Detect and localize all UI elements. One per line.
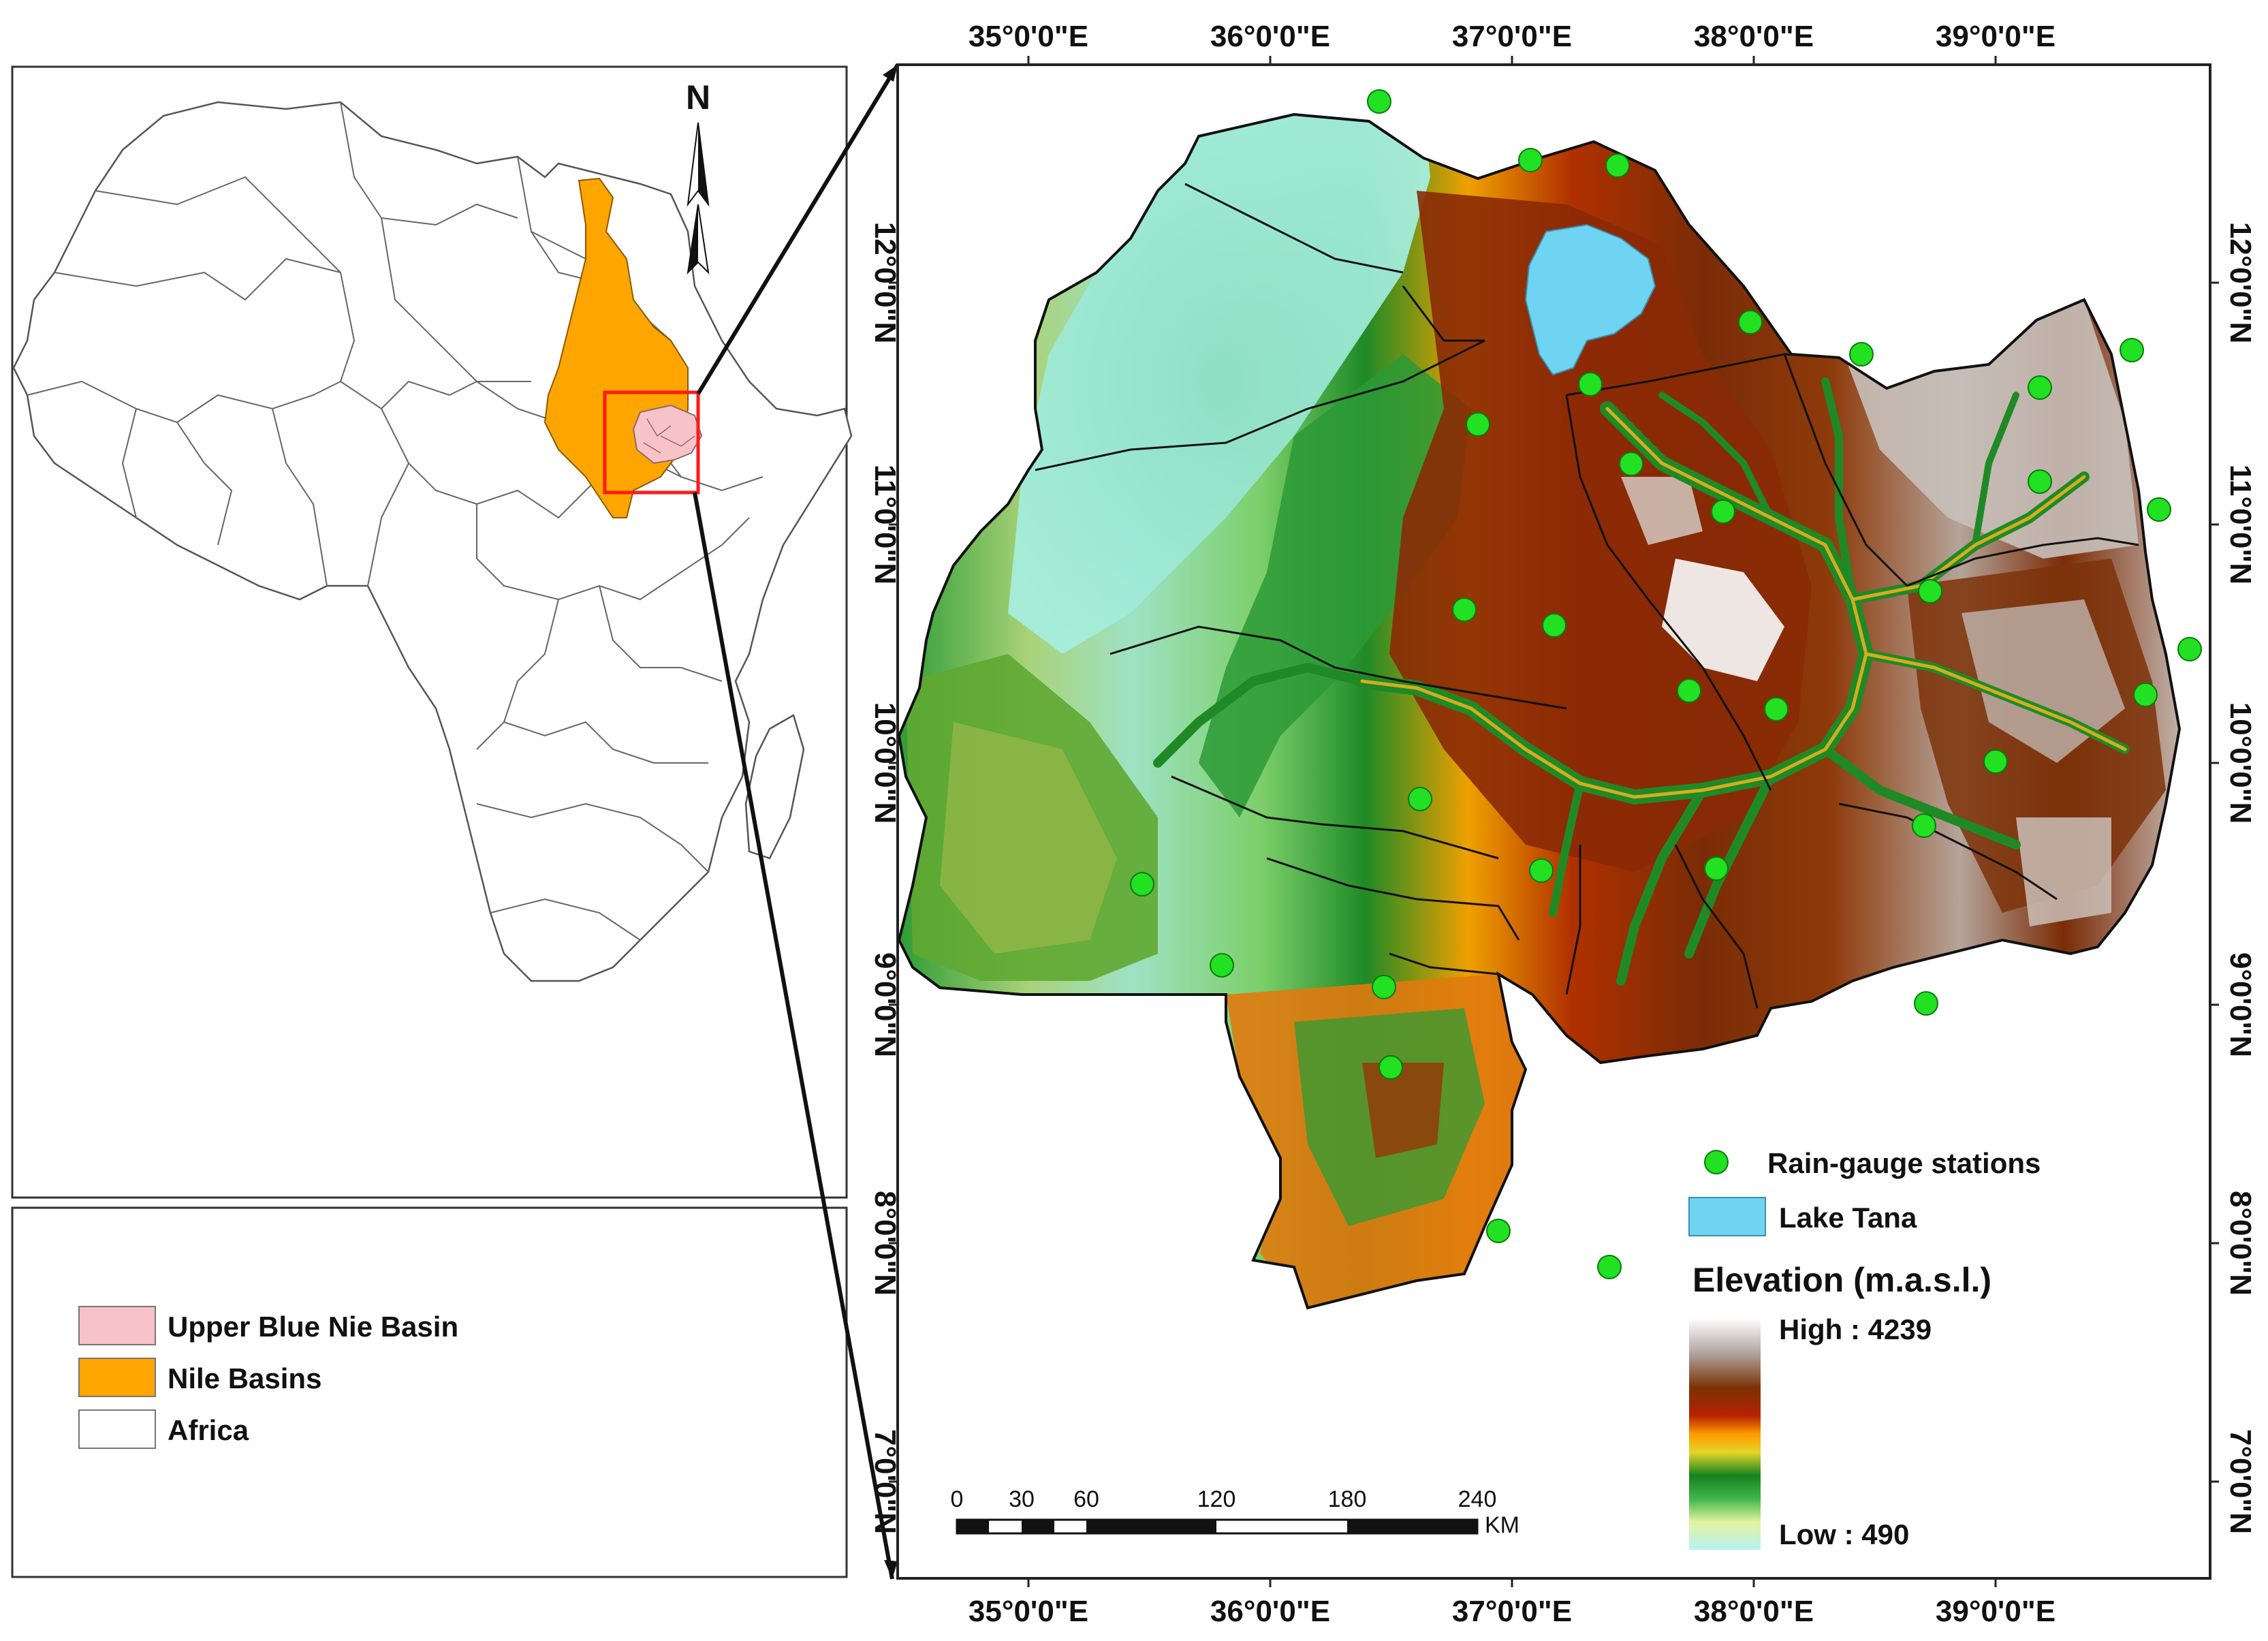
svg-text:KM: KM — [1485, 1512, 1519, 1538]
svg-text:8°0'0"N: 8°0'0"N — [868, 1191, 902, 1296]
study-area-box — [603, 390, 700, 495]
inset-legend-item-africa: Africa — [78, 1409, 249, 1449]
station-marker — [1466, 412, 1490, 437]
svg-text:36°0'0"E: 36°0'0"E — [1210, 1595, 1330, 1628]
svg-text:60: 60 — [1073, 1486, 1099, 1512]
upper-blue-nile-basin-area — [632, 404, 703, 465]
station-marker — [1619, 452, 1643, 476]
station-marker — [1738, 310, 1763, 334]
svg-text:36°0'0"E: 36°0'0"E — [1210, 20, 1330, 53]
svg-text:39°0'0"E: 39°0'0"E — [1936, 1595, 2056, 1628]
madagascar-outline — [744, 714, 805, 860]
station-marker — [1542, 613, 1566, 638]
svg-text:10°0'0"N: 10°0'0"N — [868, 702, 902, 824]
station-marker — [1372, 975, 1396, 999]
basin-outline — [897, 112, 2182, 1310]
north-arrow-label: N — [686, 78, 710, 116]
longitude-labels-bottom: 35°0'0"E 36°0'0"E 37°0'0"E 38°0'0"E 39°0… — [968, 1595, 2056, 1628]
map-legend: Rain-gauge stations Lake Tana Elevation … — [1688, 1147, 2041, 1550]
lake-legend-swatch — [1688, 1197, 1766, 1236]
svg-text:38°0'0"E: 38°0'0"E — [1694, 1595, 1814, 1628]
station-marker — [1605, 153, 1630, 178]
station-marker — [1367, 89, 1391, 114]
station-marker — [1914, 991, 1938, 1016]
svg-text:Africa: Africa — [168, 1414, 249, 1446]
station-marker — [1408, 787, 1432, 811]
svg-text:7°0'0"N: 7°0'0"N — [868, 1429, 902, 1534]
svg-text:37°0'0"E: 37°0'0"E — [1452, 1595, 1572, 1628]
station-marker — [1529, 858, 1554, 883]
lake-tana — [1524, 223, 1656, 376]
scale-bar: 0 30 60 120 180 240 KM — [951, 1486, 1519, 1538]
inset-legend-item-upper-blue-nile: Upper Blue Nie Basin — [78, 1306, 458, 1345]
svg-text:12°0'0"N: 12°0'0"N — [2224, 222, 2257, 344]
station-marker — [1452, 597, 1477, 622]
svg-text:9°0'0"N: 9°0'0"N — [2224, 952, 2257, 1057]
svg-text:Upper Blue Nie Basin: Upper Blue Nie Basin — [168, 1311, 458, 1343]
station-marker — [1849, 342, 1874, 366]
svg-text:Low : 490: Low : 490 — [1779, 1518, 1909, 1550]
station-marker — [1597, 1255, 1622, 1279]
zoom-connector-bottom — [693, 492, 894, 1580]
zoom-connector-top — [696, 63, 900, 395]
station-marker — [2133, 683, 2158, 707]
arrowhead-bottom — [884, 1560, 898, 1579]
svg-text:9°0'0"N: 9°0'0"N — [868, 952, 902, 1057]
inset-legend-item-nile-basins: Nile Basins — [78, 1358, 321, 1397]
svg-text:0: 0 — [951, 1486, 964, 1512]
station-marker — [2120, 338, 2144, 362]
station-marker — [1578, 372, 1603, 396]
svg-text:35°0'0"E: 35°0'0"E — [968, 1595, 1088, 1628]
station-marker — [1983, 749, 2008, 774]
station-legend-icon — [1704, 1150, 1729, 1174]
svg-text:11°0'0"N: 11°0'0"N — [868, 465, 902, 584]
svg-text:Nile Basins: Nile Basins — [168, 1362, 321, 1394]
station-marker — [1711, 499, 1735, 524]
latitude-labels-right: 12°0'0"N 11°0'0"N 10°0'0"N 9°0'0"N 8°0'0… — [2224, 222, 2257, 1534]
station-marker — [2147, 497, 2171, 522]
station-marker — [1677, 678, 1701, 703]
station-marker — [1210, 953, 1234, 978]
axis-ticks — [889, 56, 2219, 1587]
rain-gauge-stations — [1130, 89, 2202, 1279]
svg-text:35°0'0"E: 35°0'0"E — [968, 20, 1088, 53]
svg-text:High : 4239: High : 4239 — [1779, 1313, 1932, 1345]
svg-text:8°0'0"N: 8°0'0"N — [2224, 1191, 2257, 1296]
station-marker — [2177, 637, 2202, 661]
station-marker — [1912, 813, 1936, 838]
svg-text:11°0'0"N: 11°0'0"N — [2224, 465, 2257, 584]
station-marker — [1379, 1055, 1403, 1080]
svg-text:240: 240 — [1458, 1486, 1497, 1512]
station-marker — [1486, 1219, 1511, 1243]
svg-text:Lake Tana: Lake Tana — [1779, 1202, 1917, 1234]
elevation-legend-title: Elevation (m.a.s.l.) — [1692, 1261, 1991, 1299]
upper-blue-nile-subbasins — [643, 418, 695, 454]
svg-text:30: 30 — [1009, 1486, 1035, 1512]
latitude-labels-left: 12°0'0"N 11°0'0"N 10°0'0"N 9°0'0"N 8°0'0… — [868, 222, 902, 1534]
svg-text:Rain-gauge stations: Rain-gauge stations — [1767, 1147, 2041, 1179]
svg-text:38°0'0"E: 38°0'0"E — [1694, 20, 1814, 53]
station-marker — [2028, 375, 2052, 400]
svg-text:39°0'0"E: 39°0'0"E — [1936, 20, 2056, 53]
svg-text:10°0'0"N: 10°0'0"N — [2224, 702, 2257, 824]
station-marker — [1704, 856, 1729, 881]
svg-text:12°0'0"N: 12°0'0"N — [868, 222, 902, 344]
north-arrow-icon — [687, 122, 710, 275]
station-marker — [1764, 697, 1789, 721]
svg-text:180: 180 — [1328, 1486, 1367, 1512]
svg-text:120: 120 — [1197, 1486, 1236, 1512]
longitude-labels-top: 35°0'0"E 36°0'0"E 37°0'0"E 38°0'0"E 39°0… — [968, 20, 2056, 53]
station-marker — [1130, 872, 1154, 896]
station-marker — [1518, 148, 1543, 172]
svg-text:37°0'0"E: 37°0'0"E — [1452, 20, 1572, 53]
svg-text:7°0'0"N: 7°0'0"N — [2224, 1429, 2257, 1534]
elevation-color-ramp — [1689, 1318, 1761, 1550]
arrowhead-top — [883, 65, 898, 82]
station-marker — [1918, 579, 1942, 604]
station-marker — [2028, 469, 2052, 494]
